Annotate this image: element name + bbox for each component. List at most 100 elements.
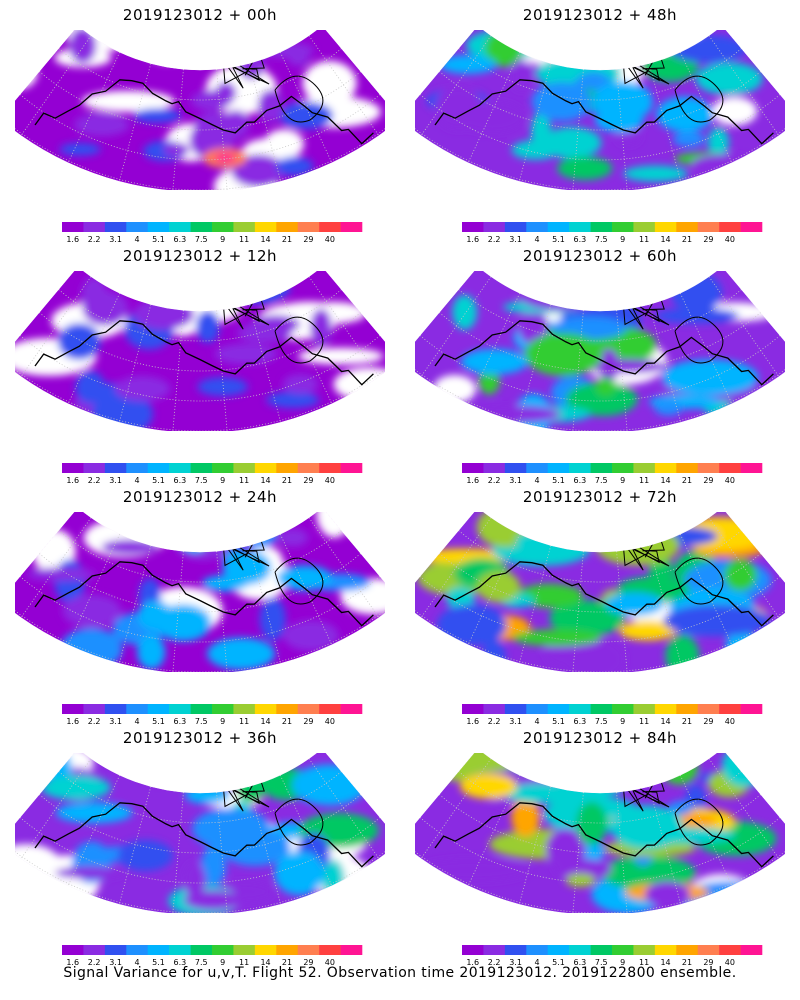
colorbar-tick-label: 29 <box>703 717 713 726</box>
coastline <box>434 771 774 868</box>
missing-region <box>175 283 227 305</box>
colorbar-swatch <box>62 463 84 473</box>
signal-contour <box>81 276 108 315</box>
map-outline <box>415 271 785 431</box>
colorbar-swatch <box>126 222 149 232</box>
parallel <box>439 312 761 372</box>
colorbar-tick-label: 21 <box>282 717 292 726</box>
coastline <box>434 289 774 386</box>
meridian <box>648 63 682 182</box>
map-outline <box>15 30 385 190</box>
colorbar-swatch <box>190 222 213 232</box>
meridian <box>118 63 152 182</box>
colorbar-swatch <box>62 222 84 232</box>
colorbar-tick-label: 29 <box>303 476 313 485</box>
colorbar-swatch <box>190 463 213 473</box>
colorbar-tick-label: 9 <box>220 476 225 485</box>
colorbar-tick-label: 7.5 <box>595 958 608 967</box>
colorbar-tick-label: 40 <box>325 717 335 726</box>
colorbar-swatch <box>676 463 699 473</box>
colorbar-tick-label: 29 <box>303 717 313 726</box>
colorbar-tick-label: 14 <box>660 235 670 244</box>
colorbar-tick-label: 2.2 <box>488 235 501 244</box>
signal-contour <box>214 153 236 163</box>
meridian <box>172 69 184 190</box>
colorbar-swatch <box>233 704 256 714</box>
signal-contour <box>476 570 521 603</box>
parallel <box>19 335 381 402</box>
signal-contour <box>460 101 525 134</box>
signal-contour <box>460 773 517 799</box>
colorbar-swatch <box>147 945 170 955</box>
signal-contour <box>162 142 189 157</box>
meridian <box>216 69 228 190</box>
colorbar-tick-label: 21 <box>682 717 692 726</box>
colorbar-swatch <box>83 945 106 955</box>
colorbar-tick-label: 29 <box>703 235 713 244</box>
variance-map <box>15 753 385 913</box>
colorbar-tick-label: 7.5 <box>195 235 208 244</box>
signal-contour <box>192 808 271 850</box>
coastline <box>434 48 774 145</box>
signal-contour <box>547 32 632 54</box>
colorbar-swatch <box>526 945 549 955</box>
colorbar-tick-label: 1.6 <box>466 717 479 726</box>
colorbar-tick-label: 9 <box>220 958 225 967</box>
signal-contour <box>26 567 96 581</box>
colorbar-swatch <box>569 945 591 955</box>
signal-contour <box>235 763 267 803</box>
colorbar-swatch <box>547 222 570 232</box>
signal-contour <box>672 131 706 147</box>
signal-contour <box>282 374 319 394</box>
colorbar-swatch <box>697 945 720 955</box>
missing-region <box>555 512 601 548</box>
meridian <box>308 35 380 136</box>
signal-contour <box>549 600 625 637</box>
colorbar-tick-label: 11 <box>239 235 249 244</box>
colorbar-swatch <box>254 463 277 473</box>
colorbar-tick-label: 2.2 <box>488 476 501 485</box>
colorbar-tick-label: 4 <box>534 235 539 244</box>
colorbar-swatch <box>633 463 656 473</box>
signal-contour <box>55 866 126 879</box>
colorbar-tick-label: 3.1 <box>509 476 522 485</box>
signal-contour <box>59 143 101 156</box>
coastline <box>34 530 374 627</box>
colorbar-swatch <box>676 945 699 955</box>
signal-contour <box>237 323 292 343</box>
signal-contour <box>416 858 530 882</box>
colorbar-swatch <box>612 222 634 232</box>
parallel <box>58 289 342 342</box>
colorbar-swatch <box>147 704 170 714</box>
signal-contour <box>524 332 603 377</box>
signal-contour <box>663 604 771 637</box>
colorbar-swatch <box>169 463 191 473</box>
missing-region <box>142 30 192 63</box>
colorbar-tick-label: 7.5 <box>195 717 208 726</box>
colorbar-swatch <box>319 704 341 714</box>
colorbar-swatch <box>297 463 320 473</box>
forecast-panel: 2019123012 + 72h 1.6 2.2 3.1 4 5.1 6.3 7.5 9 11 14… <box>400 482 800 727</box>
meridian <box>616 792 628 913</box>
colorbar-swatch <box>319 222 341 232</box>
signal-contour <box>130 753 200 785</box>
colorbar-swatch <box>483 463 506 473</box>
colorbar-swatch <box>719 704 741 714</box>
colorbar-swatch <box>254 704 277 714</box>
signal-contour <box>200 845 227 886</box>
signal-contour <box>561 637 626 672</box>
meridian <box>20 35 92 136</box>
colorbar: 1.6 2.2 3.1 4 5.1 6.3 7.5 9 11 14 21 29 40 <box>62 704 363 726</box>
signal-contour <box>132 108 182 123</box>
coastline <box>34 771 374 868</box>
parallel <box>58 530 342 583</box>
signal-contour <box>557 156 613 181</box>
parallel <box>19 576 381 643</box>
colorbar-tick-label: 14 <box>260 235 270 244</box>
colorbar-swatch <box>633 704 656 714</box>
colorbar-tick-label: 5.1 <box>552 958 565 967</box>
signal-contour <box>661 359 759 396</box>
colorbar-tick-label: 2.2 <box>88 476 101 485</box>
colorbar-swatch <box>254 222 277 232</box>
figure-caption: Signal Variance for u,v,T. Flight 52. Ob… <box>63 965 737 981</box>
